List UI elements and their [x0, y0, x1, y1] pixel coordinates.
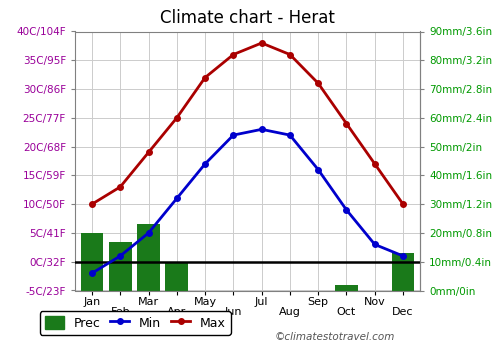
Text: Sep: Sep	[308, 298, 328, 307]
Max	[230, 52, 236, 57]
Min	[230, 133, 236, 137]
Min	[258, 127, 264, 132]
Max	[315, 81, 321, 85]
Bar	[335, 285, 358, 290]
Text: Apr: Apr	[167, 307, 186, 317]
Min	[117, 254, 123, 258]
Legend: Prec, Min, Max: Prec, Min, Max	[40, 311, 231, 335]
Text: ©climatestotravel.com: ©climatestotravel.com	[275, 332, 396, 342]
Text: Nov: Nov	[364, 298, 386, 307]
Max	[89, 202, 95, 206]
Min	[146, 231, 152, 235]
Line: Max: Max	[89, 40, 406, 207]
Max	[174, 116, 180, 120]
Bar	[392, 253, 414, 290]
Line: Min: Min	[89, 127, 406, 276]
Max	[372, 162, 378, 166]
Min	[344, 208, 349, 212]
Title: Climate chart - Herat: Climate chart - Herat	[160, 9, 335, 27]
Text: Jun: Jun	[224, 307, 242, 317]
Min	[287, 133, 293, 137]
Bar	[80, 233, 104, 290]
Max	[146, 150, 152, 154]
Max	[400, 202, 406, 206]
Bar	[137, 224, 160, 290]
Text: May: May	[194, 298, 216, 307]
Text: Dec: Dec	[392, 307, 414, 317]
Text: Mar: Mar	[138, 298, 159, 307]
Text: Oct: Oct	[337, 307, 356, 317]
Text: Feb: Feb	[110, 307, 130, 317]
Max	[258, 41, 264, 45]
Max	[117, 185, 123, 189]
Min	[315, 168, 321, 172]
Min	[202, 162, 208, 166]
Text: Aug: Aug	[279, 307, 301, 317]
Text: Jul: Jul	[255, 298, 268, 307]
Bar	[109, 241, 132, 290]
Text: Jan: Jan	[84, 298, 100, 307]
Bar	[166, 262, 188, 290]
Min	[400, 254, 406, 258]
Max	[202, 76, 208, 80]
Max	[344, 121, 349, 126]
Min	[174, 196, 180, 201]
Min	[89, 271, 95, 275]
Max	[287, 52, 293, 57]
Min	[372, 242, 378, 246]
